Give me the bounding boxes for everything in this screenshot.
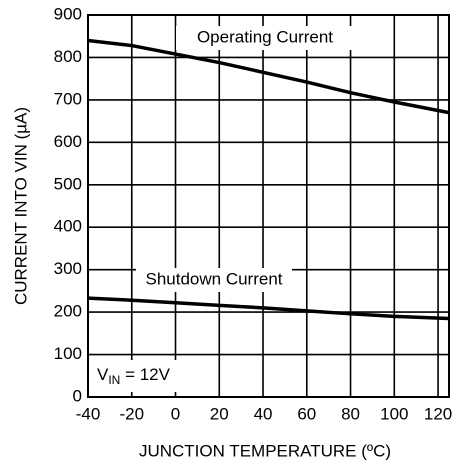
- y-tick-label: 100: [54, 344, 82, 363]
- x-tick-label: 40: [254, 404, 273, 423]
- x-tick-label: 80: [341, 404, 360, 423]
- annotation: VIN = 12V: [97, 365, 171, 387]
- series-line: [87, 296, 450, 321]
- y-tick-label: 400: [54, 217, 82, 236]
- y-tick-label: 600: [54, 132, 82, 151]
- lines: [87, 38, 450, 321]
- y-tick-label: 0: [73, 386, 82, 405]
- series-label: Operating Current: [197, 27, 333, 46]
- y-tick-label: 700: [54, 89, 82, 108]
- annotation-suffix: = 12V: [120, 365, 170, 384]
- y-tick-label: 800: [54, 47, 82, 66]
- plot-frame: [87, 14, 450, 398]
- y-tick-label: 300: [54, 259, 82, 278]
- x-tick-label: 20: [210, 404, 229, 423]
- label-bg: [92, 360, 204, 392]
- label-bg: [176, 26, 354, 50]
- y-tick-label: 500: [54, 174, 82, 193]
- x-tick-label: -40: [76, 404, 101, 423]
- y-axis-label: CURRENT INTO VIN (µA): [11, 107, 30, 305]
- x-tick-label: -20: [119, 404, 144, 423]
- x-tick-label: 100: [380, 404, 408, 423]
- y-tick-label: 200: [54, 302, 82, 321]
- x-axis-label: JUNCTION TEMPERATURE (ºC): [139, 441, 391, 460]
- x-tick-label: 120: [424, 404, 452, 423]
- series-line: [87, 38, 450, 115]
- label-bg: [136, 268, 292, 292]
- x-tick-label: 60: [297, 404, 316, 423]
- x-tick-label: 0: [171, 404, 180, 423]
- annotation-subscript: IN: [108, 373, 120, 387]
- annotation-text: V: [97, 365, 109, 384]
- series-label: Shutdown Current: [145, 269, 282, 288]
- y-tick-label: 900: [54, 4, 82, 23]
